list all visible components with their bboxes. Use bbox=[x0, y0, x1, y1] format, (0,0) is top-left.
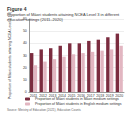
svg-text:Proportion of Māori students a: Proportion of Māori students attaining N… bbox=[7, 12, 121, 17]
svg-text:education settings (2011–2020): education settings (2011–2020) bbox=[7, 17, 63, 22]
svg-text:Proportion of Māori students a: Proportion of Māori students attaining N… bbox=[8, 12, 12, 99]
svg-text:Proportion of Māori students i: Proportion of Māori students in Māori me… bbox=[35, 97, 119, 101]
svg-text:10: 10 bbox=[23, 78, 27, 82]
svg-text:40: 40 bbox=[23, 41, 27, 45]
svg-text:Figure 4: Figure 4 bbox=[7, 6, 27, 12]
svg-text:0: 0 bbox=[25, 90, 27, 94]
svg-text:Proportion of Māori students i: Proportion of Māori students in English … bbox=[35, 102, 122, 106]
svg-text:30: 30 bbox=[23, 54, 27, 58]
svg-text:50: 50 bbox=[23, 29, 27, 33]
html-text:2011 2012 2013 2014 2015 2016: 2011 2012 2013 2014 2015 2016 2017 2018 … bbox=[29, 94, 124, 98]
svg-text:20: 20 bbox=[23, 66, 27, 70]
svg-text:Source: Ministry of Education: Source: Ministry of Education (2021), Ed… bbox=[7, 108, 81, 112]
